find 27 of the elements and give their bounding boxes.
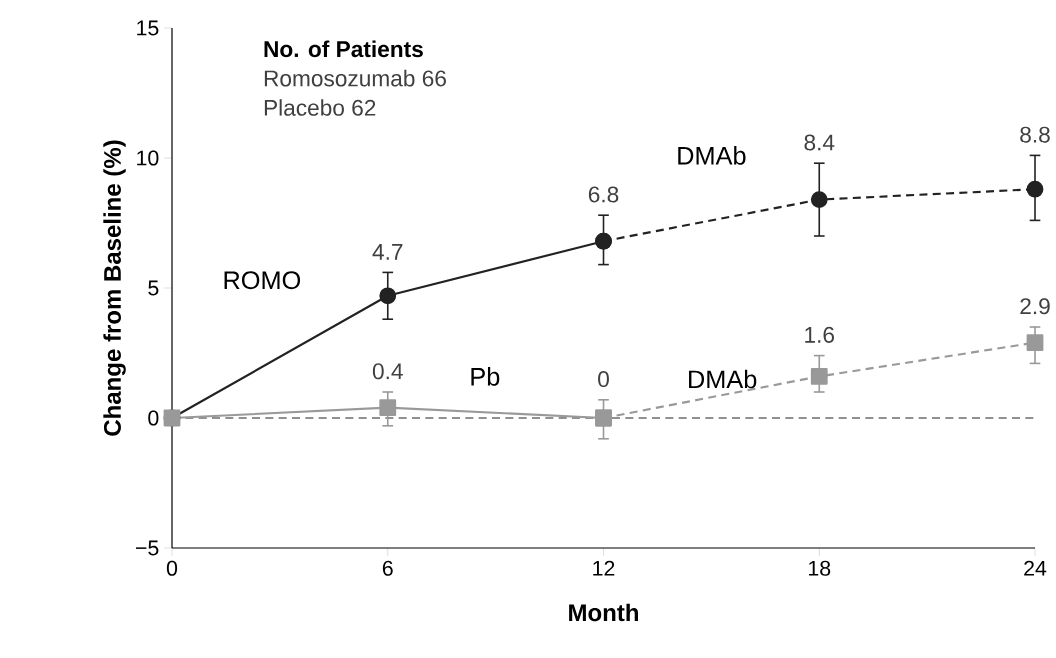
data-label: 4.7 — [372, 244, 403, 260]
annotation: Romosozumab 66 — [264, 69, 446, 87]
y-axis-title: Change from Baseline (%) — [103, 140, 126, 436]
x-tick-label: 24 — [1024, 560, 1047, 576]
data-label: 2.9 — [1020, 298, 1050, 315]
annotation: Placebo 62 — [264, 99, 376, 116]
y-tick-label: 15 — [137, 20, 159, 36]
x-tick-label: 0 — [166, 560, 178, 576]
y-tick-label: 10 — [137, 150, 159, 166]
data-label: 8.8 — [1020, 126, 1050, 143]
data-label: 0.4 — [372, 363, 403, 380]
data-label: 6.8 — [588, 186, 619, 203]
series-label: Pb — [471, 367, 500, 386]
y-tick-label: 0 — [148, 410, 159, 426]
y-tick-label: 5 — [148, 280, 159, 296]
x-tick-label: 18 — [809, 560, 831, 576]
annotation: No. of Patients — [264, 40, 423, 58]
series-label: DMAb — [689, 369, 757, 389]
series-label: DMAb — [678, 146, 746, 165]
x-tick-label: 12 — [593, 560, 615, 576]
data-label: 1.6 — [805, 326, 835, 343]
x-tick-label: 6 — [382, 560, 393, 576]
series-label: ROMO — [224, 271, 301, 290]
y-tick-label: −5 — [136, 540, 159, 556]
x-axis-title: Month — [569, 603, 639, 622]
data-label: 8.4 — [804, 134, 835, 151]
data-label: 0 — [598, 371, 609, 388]
